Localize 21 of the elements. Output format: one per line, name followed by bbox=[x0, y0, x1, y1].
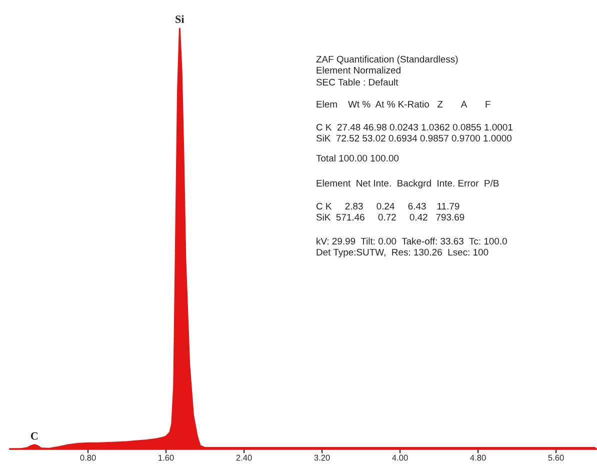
x-tick-label: 4.00 bbox=[392, 454, 408, 461]
x-tick-label: 4.80 bbox=[470, 454, 486, 461]
annotation: C K 2.83 0.24 6.43 11.79 bbox=[316, 202, 460, 210]
annotation: C bbox=[30, 432, 38, 440]
annotation: kV: 29.99 Tilt: 0.00 Take-off: 33.63 Tc: 100.0 bbox=[316, 238, 507, 245]
x-tick-label: 0.80 bbox=[80, 454, 96, 461]
annotation: SiK 571.46 0.72 0.42 793.69 bbox=[316, 214, 464, 221]
annotation: ZAF Quantification (Standardless) bbox=[316, 56, 458, 64]
annotation: Det Type:SUTW, Res: 130.26 Lsec: 100 bbox=[316, 248, 488, 258]
annotation: Element Normalized bbox=[316, 66, 400, 74]
annotation: Element Net Inte. Backgrd Inte. Error P/B bbox=[316, 180, 499, 188]
x-tick-label: 2.40 bbox=[236, 454, 252, 461]
x-tick-label: 1.60 bbox=[158, 454, 174, 461]
annotation: Total 100.00 100.00 bbox=[316, 154, 399, 162]
annotation: Elem Wt % At % K-Ratio Z A F bbox=[316, 100, 490, 108]
x-tick-label: 5.60 bbox=[548, 454, 564, 461]
annotation: C K 27.48 46.98 0.0243 1.0362 0.0855 1.0001 bbox=[316, 124, 512, 131]
annotation: Si bbox=[176, 15, 184, 23]
annotation: SiK 72.52 53.02 0.6934 0.9857 0.9700 1.0000 bbox=[316, 134, 512, 142]
x-tick-label: 3.20 bbox=[314, 454, 330, 461]
annotation: SEC Table : Default bbox=[316, 78, 398, 86]
